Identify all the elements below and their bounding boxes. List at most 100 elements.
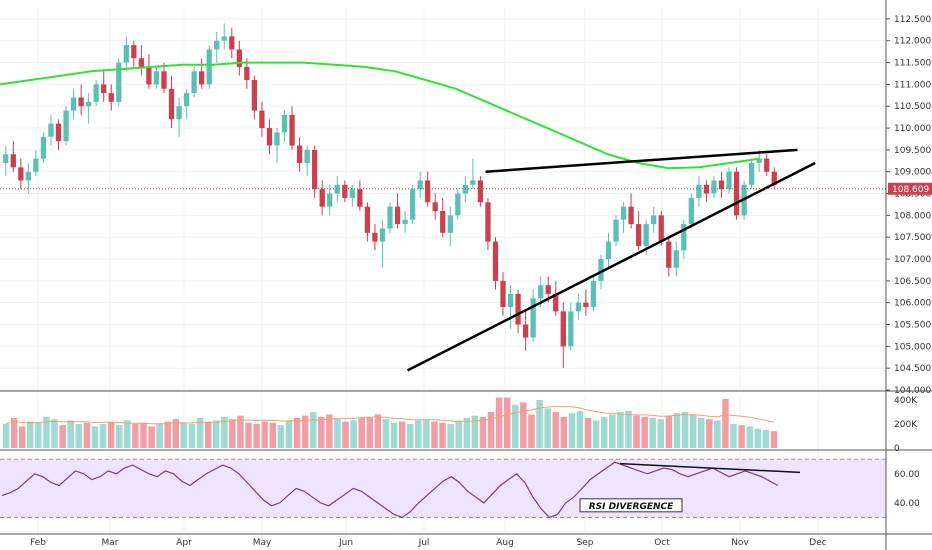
volume-bar bbox=[528, 414, 535, 448]
volume-bar bbox=[584, 418, 592, 448]
volume-bar bbox=[18, 426, 26, 448]
volume-bar bbox=[447, 424, 454, 448]
volume-bar bbox=[156, 424, 163, 448]
volume-bar bbox=[706, 419, 713, 448]
candle-body bbox=[131, 45, 137, 59]
candle-body bbox=[55, 123, 62, 142]
y-tick-label: 109.000 bbox=[894, 168, 931, 178]
x-tick-label: Oct bbox=[654, 538, 670, 548]
volume-bar bbox=[431, 421, 438, 448]
candle-body bbox=[425, 180, 431, 203]
candle-body bbox=[447, 215, 453, 233]
candle-body bbox=[191, 71, 197, 94]
volume-bar bbox=[730, 424, 737, 448]
candle-body bbox=[726, 171, 732, 190]
candle-body bbox=[183, 93, 190, 107]
candle-body bbox=[236, 49, 242, 67]
candle-body bbox=[312, 149, 318, 190]
candle-body bbox=[477, 180, 484, 203]
volume-bar bbox=[633, 415, 640, 448]
candle-body bbox=[25, 171, 32, 181]
candle-body bbox=[138, 58, 145, 67]
volume-bar bbox=[770, 431, 778, 448]
candle-body bbox=[409, 189, 416, 220]
candle-body bbox=[605, 241, 612, 260]
candle-body bbox=[86, 101, 92, 107]
volume-bar bbox=[600, 416, 608, 448]
candle-body bbox=[598, 259, 604, 281]
volume-bar bbox=[689, 414, 697, 448]
volume-bar bbox=[309, 412, 317, 448]
candle-body bbox=[673, 250, 679, 268]
candle-body bbox=[756, 158, 762, 163]
candle-body bbox=[199, 71, 205, 85]
y-tick-label: 108.000 bbox=[894, 211, 931, 221]
volume-bar bbox=[75, 424, 83, 448]
candle-body bbox=[327, 193, 333, 207]
volume-bar bbox=[10, 418, 18, 448]
volume-bar bbox=[269, 422, 277, 448]
volume-bar bbox=[714, 420, 721, 448]
x-tick-label: Dec bbox=[809, 538, 826, 548]
volume-bar bbox=[471, 415, 479, 448]
volume-bar bbox=[27, 421, 34, 448]
y-tick-label: 104.000 bbox=[894, 386, 931, 396]
candle-body bbox=[259, 110, 265, 129]
candle-body bbox=[658, 215, 664, 242]
volume-bar bbox=[164, 421, 171, 448]
candle-body bbox=[116, 62, 122, 102]
candle-body bbox=[78, 97, 84, 107]
candle-body bbox=[628, 206, 634, 225]
candle-body bbox=[123, 45, 129, 63]
candle-body bbox=[251, 80, 258, 111]
candle-body bbox=[711, 180, 717, 194]
y-tick-label: 112.000 bbox=[894, 37, 931, 47]
volume-bar bbox=[398, 421, 406, 448]
volume-bar bbox=[115, 425, 123, 448]
candle-body bbox=[289, 114, 295, 146]
volume-bar bbox=[544, 408, 551, 448]
candle-body bbox=[522, 324, 529, 338]
volume-bar bbox=[520, 402, 527, 448]
candle-body bbox=[349, 189, 355, 198]
x-tick-label: Apr bbox=[176, 538, 192, 548]
volume-bar bbox=[148, 426, 155, 448]
last-price-badge bbox=[888, 182, 932, 195]
candle-body bbox=[500, 280, 506, 308]
rsi-band bbox=[0, 459, 886, 518]
candle-body bbox=[432, 202, 438, 212]
volume-tick-label: 200K bbox=[894, 420, 918, 430]
volume-bar bbox=[91, 426, 99, 448]
volume-bar bbox=[503, 397, 511, 448]
candle-body bbox=[590, 280, 597, 308]
y-tick-label: 110.500 bbox=[894, 102, 931, 112]
candle-body bbox=[620, 206, 627, 220]
candle-body bbox=[440, 211, 446, 233]
volume-bar bbox=[35, 422, 42, 448]
volume-bar bbox=[2, 424, 10, 448]
volume-bar bbox=[188, 424, 196, 448]
last-price-label: 108.609 bbox=[892, 185, 929, 195]
volume-bar bbox=[124, 420, 131, 448]
upper-trendline bbox=[485, 148, 798, 173]
candle-body bbox=[635, 224, 642, 246]
volume-bar bbox=[374, 414, 382, 448]
volume-bar bbox=[455, 420, 462, 448]
candle-body bbox=[515, 293, 521, 325]
x-tick-label: Jul bbox=[418, 538, 430, 548]
candle-body bbox=[417, 180, 423, 190]
candle-body bbox=[214, 40, 220, 50]
volume-bar bbox=[625, 410, 632, 448]
candle-body bbox=[538, 285, 544, 299]
volume-bar bbox=[350, 420, 357, 448]
volume-bar bbox=[172, 419, 180, 448]
candle-body bbox=[485, 202, 491, 242]
rsi-tick-label: 60.00 bbox=[894, 470, 920, 480]
volume-bar bbox=[762, 430, 770, 448]
x-tick-label: Mar bbox=[102, 538, 119, 548]
volume-bar bbox=[140, 422, 147, 448]
candle-body bbox=[696, 184, 702, 198]
x-tick-label: Aug bbox=[496, 538, 514, 548]
annotation-box bbox=[579, 498, 683, 513]
